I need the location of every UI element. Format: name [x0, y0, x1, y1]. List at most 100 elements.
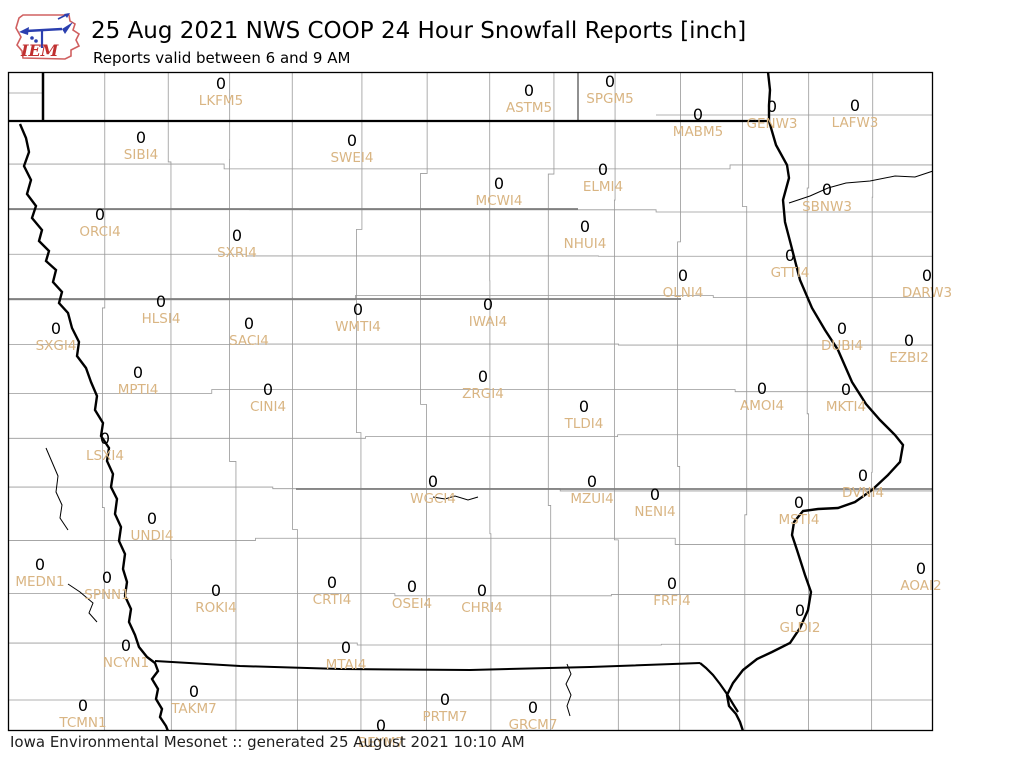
station-label: TAKM7: [170, 701, 217, 717]
station-value: 0: [376, 716, 386, 735]
station-value: 0: [922, 266, 932, 285]
station-label: SPGM5: [586, 91, 633, 107]
station-value: 0: [136, 128, 146, 147]
station-label: MZUI4: [570, 491, 613, 507]
county-line: [806, 72, 810, 731]
station-value: 0: [95, 205, 105, 224]
station-value: 0: [850, 96, 860, 115]
iowa-outline-icon: [15, 14, 81, 60]
station-label: OLNI4: [663, 285, 704, 301]
county-line: [101, 72, 106, 731]
station-label: PRTM7: [422, 709, 467, 725]
station-label: UNDI4: [131, 528, 174, 544]
station-value: 0: [693, 105, 703, 124]
station-value: 0: [841, 380, 851, 399]
state-borders: [9, 72, 769, 672]
county-line: [356, 72, 363, 731]
station-label: TCMN1: [58, 715, 106, 731]
iem-logo: IEM: [15, 13, 81, 60]
station-value: 0: [156, 292, 166, 311]
county-line: [871, 72, 874, 731]
station-value: 0: [102, 568, 112, 587]
page-title: 25 Aug 2021 NWS COOP 24 Hour Snowfall Re…: [91, 18, 747, 44]
station-value: 0: [678, 266, 688, 285]
station-label: MABM5: [673, 124, 723, 140]
station-label: LSXI4: [86, 448, 124, 464]
station-value: 0: [133, 363, 143, 382]
station-value: 0: [904, 331, 914, 350]
page-subtitle: Reports valid between 6 and 9 AM: [93, 49, 351, 67]
tributary-river: [67, 583, 98, 623]
county-line: [8, 434, 933, 439]
county-line: [8, 343, 933, 346]
county-line: [8, 163, 933, 170]
station-value: 0: [858, 466, 868, 485]
mississippi-river: [725, 72, 905, 731]
station-value: 0: [244, 314, 254, 333]
county-line: [8, 593, 933, 597]
station-label: SIBI4: [124, 147, 158, 163]
station-label: GLDI2: [780, 620, 821, 636]
station-value: 0: [667, 574, 677, 593]
station-label: ORCI4: [79, 224, 120, 240]
station-label: GTTI4: [771, 265, 810, 281]
station-label: AOAI2: [900, 578, 941, 594]
station-value: 0: [189, 682, 199, 701]
county-line: [613, 72, 619, 731]
station-label: AMOI4: [740, 398, 784, 414]
station-value: 0: [494, 174, 504, 193]
station-value: 0: [579, 397, 589, 416]
station-value: 0: [528, 698, 538, 717]
station-label: NENI4: [634, 504, 675, 520]
station-label: IWAI4: [469, 314, 507, 330]
station-value: 0: [78, 696, 88, 715]
station-label: GRCM7: [509, 717, 558, 733]
county-line: [420, 72, 428, 731]
station-value: 0: [587, 472, 597, 491]
station-value: 0: [916, 559, 926, 578]
station-value: 0: [428, 472, 438, 491]
stations-layer: 0LKFM50ASTM50SPGM50MABM50GENW30LAFW30SIB…: [15, 72, 952, 751]
station-label: SBNW3: [802, 199, 852, 215]
station-value: 0: [767, 97, 777, 116]
station-label: SWEI4: [330, 150, 373, 166]
footer-credit: Iowa Environmental Mesonet :: generated …: [10, 733, 525, 751]
county-line: [8, 389, 933, 394]
station-value: 0: [795, 601, 805, 620]
station-label: EZBI2: [889, 350, 929, 366]
station-value: 0: [785, 246, 795, 265]
county-line: [8, 253, 933, 257]
station-value: 0: [837, 319, 847, 338]
station-label: SPNN1: [84, 587, 130, 603]
station-label: SXGI4: [36, 338, 77, 354]
station-label: MEDN1: [15, 574, 64, 590]
station-value: 0: [232, 226, 242, 245]
station-value: 0: [341, 638, 351, 657]
station-label: MSTI4: [778, 512, 819, 528]
station-label: GENW3: [746, 116, 797, 132]
station-label: CINI4: [250, 399, 286, 415]
station-value: 0: [440, 690, 450, 709]
station-label: LAFW3: [832, 115, 879, 131]
station-value: 0: [477, 581, 487, 600]
tributary-river: [45, 447, 69, 531]
station-label: NCYN1: [103, 655, 149, 671]
station-value: 0: [100, 429, 110, 448]
station-value: 0: [650, 485, 660, 504]
station-value: 0: [211, 581, 221, 600]
station-label: MKTI4: [826, 399, 866, 415]
station-value: 0: [35, 555, 45, 574]
county-line: [489, 72, 492, 731]
station-value: 0: [757, 379, 767, 398]
logo-text: IEM: [20, 41, 60, 60]
grand-river: [565, 663, 572, 717]
rivers-layer: [18, 72, 933, 731]
station-value: 0: [478, 367, 488, 386]
station-label: HLSI4: [142, 311, 181, 327]
station-value: 0: [147, 509, 157, 528]
map-frame: [7, 71, 934, 732]
station-label: MCWI4: [476, 193, 523, 209]
station-value: 0: [598, 160, 608, 179]
station-label: OSEI4: [392, 596, 432, 612]
station-label: FRFI4: [653, 593, 690, 609]
